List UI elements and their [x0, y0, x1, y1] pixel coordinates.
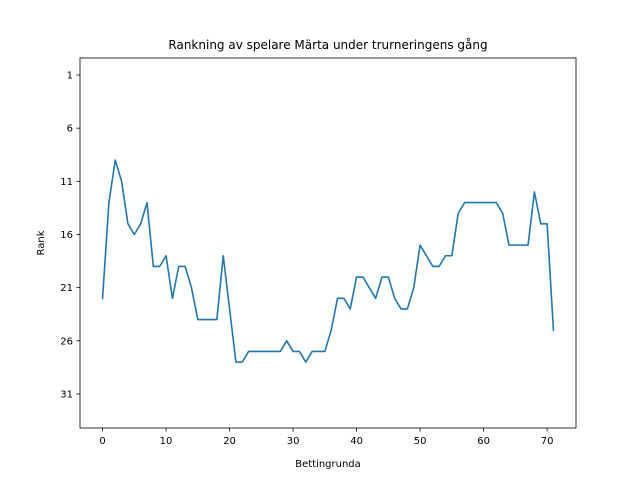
series-line [101, 159, 555, 363]
y-tick-label: 21 [60, 283, 73, 294]
plot-area [101, 159, 555, 363]
y-tick-label: 26 [60, 336, 73, 347]
chart-title: Rankning av spelare Märta under trurneri… [168, 38, 487, 52]
x-tick-label: 60 [477, 436, 490, 447]
x-tick-label: 0 [99, 436, 105, 447]
x-tick-label: 50 [414, 436, 427, 447]
plot-frame [79, 57, 577, 429]
x-tick-label: 70 [541, 436, 554, 447]
x-tick-label: 10 [160, 436, 173, 447]
y-tick-label: 11 [60, 177, 73, 188]
x-axis-label: Bettingrunda [295, 459, 361, 470]
y-tick-label: 31 [60, 389, 73, 400]
y-axis-label: Rank [36, 230, 47, 255]
x-tick-label: 30 [287, 436, 300, 447]
y-tick-label: 16 [60, 230, 73, 241]
y-tick-label: 6 [67, 124, 73, 135]
x-tick-label: 20 [223, 436, 236, 447]
y-tick-label: 1 [67, 71, 73, 82]
x-tick-label: 40 [350, 436, 363, 447]
